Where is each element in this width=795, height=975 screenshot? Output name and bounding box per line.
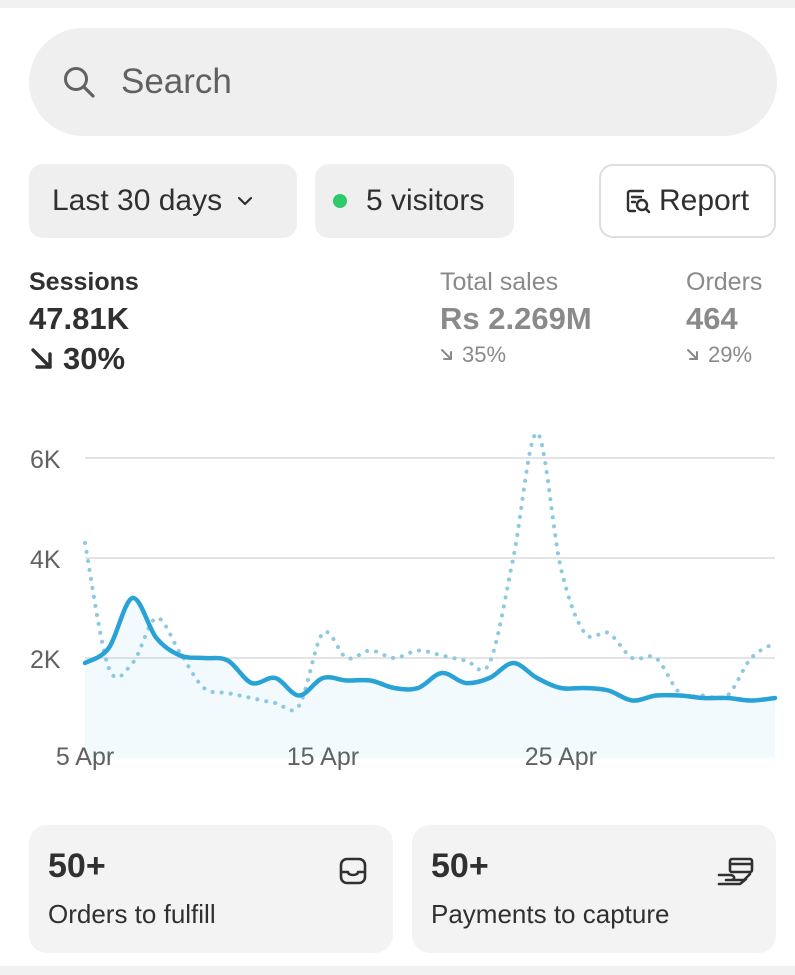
- bottom-edge: [0, 966, 795, 975]
- metric-sessions[interactable]: Sessions 47.81K 30%: [29, 266, 139, 378]
- metric-total-sales[interactable]: Total sales Rs 2.269M 35%: [440, 266, 592, 370]
- report-label: Report: [659, 184, 750, 217]
- y-tick-label: 6K: [30, 446, 61, 474]
- current-area-fill: [85, 597, 775, 758]
- date-range-label: Last 30 days: [52, 184, 223, 217]
- sessions-chart: 2K 4K 6K 5 Apr 15 Apr 25 Apr: [30, 430, 778, 771]
- arrow-down-right-icon: [687, 349, 698, 360]
- card-count: 50+: [431, 847, 489, 885]
- date-range-button[interactable]: Last 30 days: [29, 164, 297, 238]
- report-icon: [626, 189, 651, 214]
- metric-label: Orders: [686, 268, 763, 296]
- metric-change-value: 29%: [708, 342, 753, 367]
- visitors-label: 5 visitors: [366, 184, 485, 217]
- current-period-line: [82, 595, 778, 703]
- inbox-icon: [339, 857, 367, 885]
- report-button[interactable]: Report: [599, 164, 776, 238]
- orders-to-fulfill-card[interactable]: 50+ Orders to fulfill: [29, 825, 393, 953]
- metric-change: 35%: [440, 340, 592, 370]
- search-icon: [64, 67, 95, 98]
- search-placeholder: Search: [121, 62, 232, 101]
- metric-change-value: 35%: [462, 342, 507, 367]
- arrow-down-right-icon: [31, 348, 52, 369]
- y-tick-label: 2K: [30, 646, 61, 674]
- live-visitors-button[interactable]: 5 visitors: [315, 164, 514, 238]
- search-bar[interactable]: Search: [29, 28, 777, 136]
- payments-to-capture-card[interactable]: 50+ Payments to capture: [412, 825, 776, 953]
- metric-label: Total sales: [440, 268, 559, 296]
- card-label: Orders to fulfill: [48, 899, 216, 929]
- payment-hand-icon: [717, 857, 754, 886]
- metric-change-value: 30%: [63, 341, 126, 376]
- x-tick-label: 15 Apr: [287, 743, 359, 771]
- top-edge: [0, 0, 795, 8]
- y-tick-label: 4K: [30, 546, 61, 574]
- metric-value: Rs 2.269M: [440, 301, 592, 336]
- card-label: Payments to capture: [431, 899, 670, 929]
- metric-label: Sessions: [29, 268, 139, 296]
- x-tick-label: 25 Apr: [525, 743, 597, 771]
- card-count: 50+: [48, 847, 106, 885]
- metric-change: 29%: [686, 340, 762, 370]
- metric-orders[interactable]: Orders 464 29%: [686, 266, 762, 370]
- x-tick-label: 5 Apr: [56, 743, 114, 771]
- chevron-down-icon: [238, 196, 253, 206]
- live-status-dot: [333, 194, 347, 208]
- previous-period-line: [83, 430, 777, 713]
- arrow-down-right-icon: [441, 349, 452, 360]
- metric-value: 47.81K: [29, 301, 129, 336]
- metric-value: 464: [686, 301, 738, 336]
- metric-change: 30%: [29, 340, 139, 378]
